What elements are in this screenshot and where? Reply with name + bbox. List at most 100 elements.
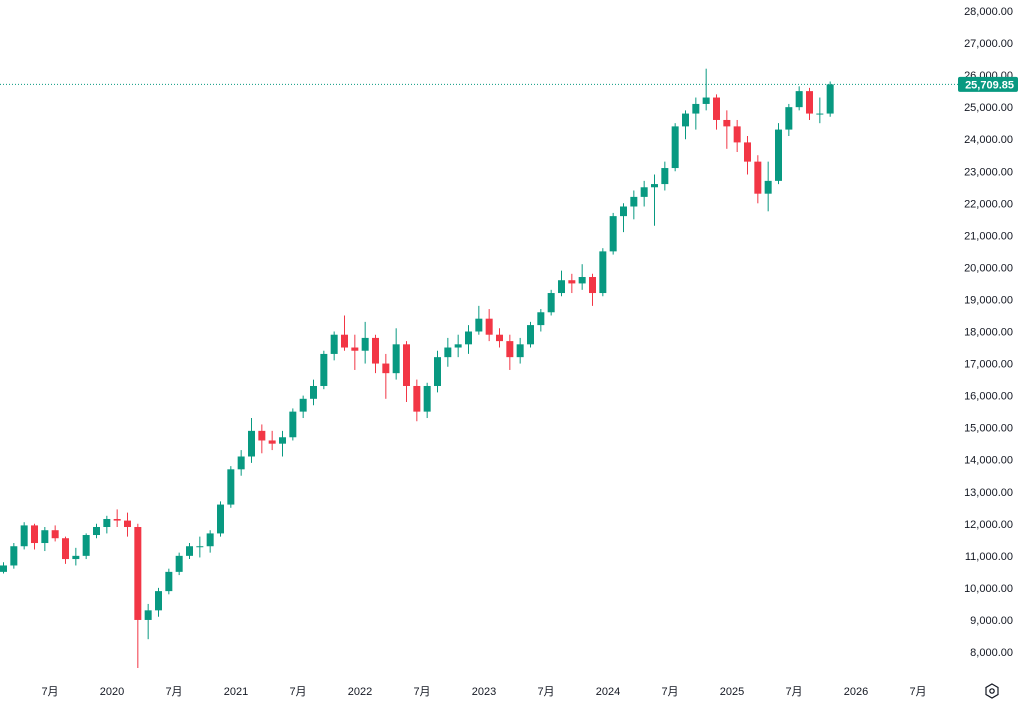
candle-body — [723, 119, 731, 127]
candle — [423, 382, 431, 419]
candle-body — [444, 347, 452, 358]
candle-body — [413, 385, 421, 412]
x-tick-label: 7月 — [165, 686, 182, 698]
candle — [702, 68, 710, 111]
candle-body — [589, 277, 596, 294]
candle — [640, 180, 648, 207]
candle-body — [775, 129, 782, 181]
candle — [113, 509, 121, 528]
candle-body — [578, 277, 586, 284]
candle-body — [785, 107, 793, 130]
candle — [330, 331, 338, 361]
candle — [506, 334, 514, 370]
y-tick-label: 16,000.00 — [964, 391, 1013, 403]
candle — [341, 315, 348, 351]
candle-body — [237, 456, 245, 470]
candle-body — [434, 357, 441, 386]
candle-body — [392, 344, 400, 374]
candle-body — [671, 126, 679, 169]
candle — [630, 190, 638, 220]
candle — [175, 552, 183, 576]
settings-hexagon-icon[interactable] — [985, 683, 999, 699]
candle — [124, 512, 131, 537]
candle-body — [175, 555, 183, 572]
candle-body — [320, 353, 328, 386]
y-tick-label: 17,000.00 — [964, 359, 1013, 371]
candle-body — [506, 341, 514, 358]
candle-body — [361, 337, 369, 351]
candle — [351, 334, 359, 370]
candle-body — [289, 411, 297, 438]
candle-body — [620, 206, 627, 217]
candle-body — [196, 546, 204, 548]
y-tick-label: 20,000.00 — [964, 262, 1013, 274]
candle — [82, 533, 90, 560]
candle — [733, 119, 741, 153]
y-tick-label: 10,000.00 — [964, 583, 1013, 595]
candle — [403, 341, 410, 403]
candle-body — [465, 331, 472, 345]
candle — [795, 86, 803, 111]
candle — [289, 408, 297, 441]
candle — [196, 536, 204, 558]
candle — [661, 161, 669, 191]
y-tick-label: 8,000.00 — [970, 647, 1013, 659]
candle — [465, 325, 472, 354]
candle — [599, 248, 607, 297]
candle-body — [568, 280, 576, 284]
candle-body — [103, 518, 111, 528]
candle-body — [754, 161, 762, 194]
last-price-label: 25,709.85 — [958, 76, 1018, 92]
x-tick-label: 2023 — [472, 686, 496, 698]
x-tick-label: 2022 — [348, 686, 372, 698]
candle-body — [713, 97, 720, 120]
candle-body — [330, 334, 338, 354]
x-tick-label: 7月 — [661, 686, 678, 698]
y-tick-label: 22,000.00 — [964, 198, 1013, 210]
x-tick-label: 2025 — [720, 686, 744, 698]
x-tick-label: 7月 — [537, 686, 554, 698]
candle — [826, 81, 834, 117]
candle — [20, 522, 28, 550]
candle — [320, 350, 328, 390]
candle — [279, 430, 286, 457]
candle — [816, 97, 824, 124]
candle — [516, 337, 524, 364]
candle — [754, 155, 762, 204]
candle-body — [217, 504, 224, 534]
candle-body — [227, 469, 235, 505]
candle — [31, 523, 38, 550]
x-tick-label: 7月 — [909, 686, 926, 698]
candle-body — [10, 546, 18, 566]
time-axis[interactable]: 20197月20207月20217月20227月20237月20247月2025… — [0, 686, 927, 698]
candle — [248, 418, 255, 463]
candle — [589, 273, 596, 306]
candle — [475, 305, 483, 335]
candle — [620, 203, 627, 233]
candle-body — [372, 337, 379, 364]
candle-body — [82, 535, 90, 556]
candle — [682, 110, 689, 140]
candle — [392, 328, 400, 380]
candle-body — [558, 280, 565, 294]
candle-body — [268, 440, 276, 444]
y-tick-label: 12,000.00 — [964, 519, 1013, 531]
candle — [744, 135, 751, 175]
candle-body — [155, 591, 162, 611]
price-axis[interactable]: 8,000.00 9,000.00 10,000.00 11,000.00 12,000… — [964, 6, 1013, 659]
y-tick-label: 15,000.00 — [964, 423, 1013, 435]
candle — [806, 87, 813, 120]
y-tick-label: 27,000.00 — [964, 38, 1013, 50]
candle — [775, 123, 782, 185]
y-tick-label: 18,000.00 — [964, 327, 1013, 339]
last-price-text: 25,709.85 — [965, 79, 1014, 91]
y-tick-label: 28,000.00 — [964, 6, 1013, 18]
candle-body — [816, 113, 824, 115]
candles-layer — [0, 68, 834, 669]
candle-body — [51, 530, 59, 539]
candle-body — [299, 398, 307, 412]
candle-body — [485, 318, 493, 335]
candle — [258, 424, 266, 454]
candle — [93, 523, 100, 539]
